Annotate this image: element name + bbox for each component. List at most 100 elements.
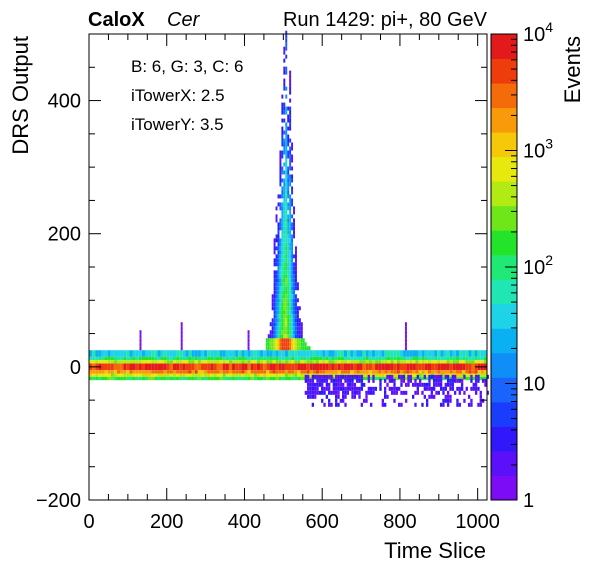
heat-cell (465, 360, 469, 364)
heat-cell (287, 346, 290, 351)
heat-cell (375, 360, 379, 364)
heat-cell (298, 306, 301, 311)
heat-cell (285, 234, 288, 239)
heat-cell (293, 314, 295, 319)
heat-cell (465, 373, 469, 377)
heat-cell (285, 246, 288, 251)
heat-cell (309, 390, 312, 395)
heat-cell (291, 158, 294, 163)
heat-cell (277, 230, 280, 235)
heat-cell (386, 394, 389, 399)
heat-cell (421, 356, 425, 361)
heat-cell (275, 286, 278, 291)
heat-cell (384, 373, 388, 377)
color-bar-segment (491, 328, 517, 354)
heat-cell (379, 378, 382, 383)
heat-cell (197, 376, 201, 381)
heat-cell (287, 246, 290, 251)
heat-cell (291, 246, 294, 251)
heat-cell (459, 360, 463, 364)
heat-cell (356, 378, 359, 383)
heat-cell (188, 370, 192, 374)
heat-cell (287, 290, 290, 295)
heat-cell (219, 376, 223, 381)
heat-cell (293, 330, 295, 335)
heat-cell (283, 214, 286, 219)
heat-cell (163, 376, 167, 381)
heat-cell (210, 356, 214, 361)
heat-cell (295, 258, 297, 263)
heat-cell (474, 360, 478, 364)
heat-cell (228, 350, 233, 357)
heat-cell (453, 374, 457, 379)
heat-cell (350, 350, 354, 357)
heat-cell (284, 376, 288, 381)
heat-cell (424, 373, 428, 377)
heat-cell (412, 360, 416, 364)
heat-cell (289, 258, 292, 263)
heat-cell (283, 106, 286, 111)
heat-cell (287, 174, 290, 179)
heat-cell (281, 318, 284, 323)
heat-cell (176, 376, 180, 381)
heat-cell (166, 356, 170, 361)
heat-cell (283, 278, 286, 283)
heat-cell (342, 386, 345, 391)
heat-cell (360, 378, 364, 383)
heat-cell (342, 382, 345, 387)
heat-cell (415, 350, 419, 357)
heat-cell (283, 274, 286, 279)
heat-cell (400, 378, 403, 383)
heat-cell (200, 356, 205, 361)
heat-cell (271, 318, 274, 323)
heat-cell (425, 398, 429, 403)
heat-cell (477, 356, 481, 361)
heat-cell (160, 370, 164, 374)
heat-cell (273, 306, 276, 311)
heat-cell (295, 310, 297, 315)
heat-cell (250, 360, 254, 364)
heat-cell (188, 376, 192, 381)
heat-cell (322, 356, 326, 361)
heat-cell (365, 394, 368, 399)
heat-cell (335, 382, 338, 387)
heat-cell (228, 370, 233, 374)
heat-cell (468, 356, 472, 361)
heat-cell (467, 402, 471, 407)
heat-cell (293, 318, 295, 323)
heat-cell (269, 346, 272, 351)
heat-cell (458, 402, 461, 407)
heat-cell (315, 363, 320, 371)
heat-cell (271, 306, 274, 311)
heat-cell (360, 402, 364, 407)
heat-cell (275, 318, 278, 323)
heat-cell (157, 370, 161, 374)
heat-cell (228, 376, 233, 381)
heat-cell (471, 350, 475, 357)
heat-cell (281, 186, 284, 191)
heat-cell (163, 356, 167, 361)
heat-cell (406, 356, 410, 361)
heat-cell (275, 206, 278, 211)
heat-cell (260, 356, 264, 361)
heat-cell (434, 370, 438, 374)
heat-cell (157, 360, 161, 364)
heat-cell (271, 330, 274, 335)
heat-cell (188, 360, 192, 364)
heat-cell (283, 314, 286, 319)
heat-cell (384, 378, 387, 383)
heat-cell (343, 350, 348, 357)
heat-cell (204, 363, 208, 371)
heat-cell (399, 370, 404, 374)
heat-cell (279, 218, 282, 223)
heat-cell (250, 373, 254, 377)
heat-cell (247, 356, 251, 361)
heat-cell (412, 356, 416, 361)
heat-cell (285, 310, 288, 315)
heat-cell (321, 390, 324, 395)
heat-cell (375, 363, 379, 371)
heat-cell (356, 360, 360, 364)
heat-cell (172, 356, 177, 361)
heat-cell (304, 390, 308, 395)
heat-cell (451, 374, 454, 379)
